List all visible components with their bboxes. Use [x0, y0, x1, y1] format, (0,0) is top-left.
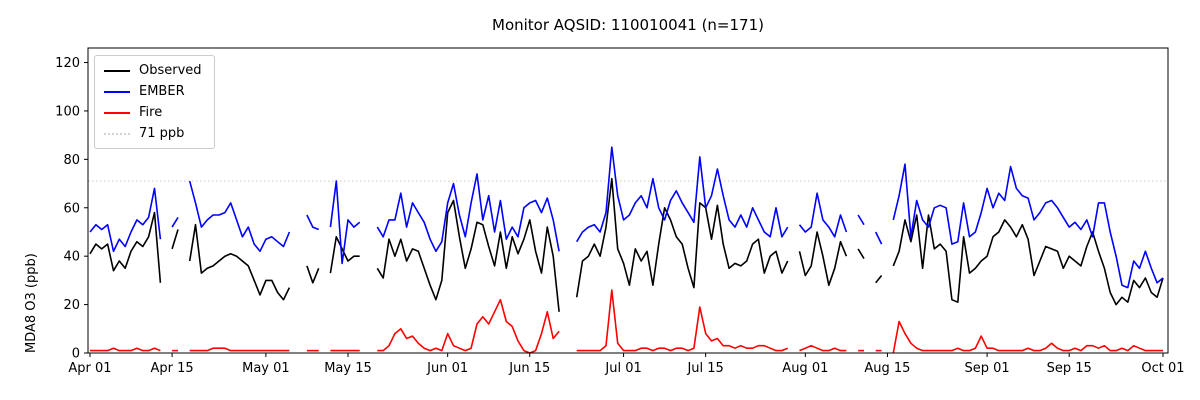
x-tick-label: Aug 01	[782, 361, 828, 376]
legend-label: Observed	[139, 63, 202, 78]
observed-line	[892, 214, 1164, 306]
y-tick-label: 80	[63, 153, 80, 168]
ember-line	[171, 216, 179, 228]
observed-line	[875, 274, 883, 284]
x-tick-label: Apr 01	[68, 361, 111, 376]
ember-line	[857, 214, 865, 226]
observed-line	[857, 248, 865, 260]
ember-line	[892, 163, 1164, 289]
x-tick-label: Jun 15	[508, 361, 550, 376]
ember-line	[576, 146, 789, 243]
chart-title: Monitor AQSID: 110010041 (n=171)	[492, 16, 764, 34]
legend-row: EMBER	[104, 84, 202, 99]
observed-line	[171, 229, 179, 250]
legend-line-sample	[104, 90, 130, 93]
legend-row: 71 ppb	[104, 126, 202, 141]
legend-label: EMBER	[139, 84, 185, 99]
x-tick-label: Sep 15	[1047, 361, 1092, 376]
y-tick-label: 100	[55, 104, 80, 119]
legend-line-sample	[104, 111, 130, 114]
x-tick-label: Jul 15	[686, 361, 723, 376]
axes-spines	[87, 47, 1169, 354]
fire-line	[576, 289, 789, 352]
ember-line	[306, 214, 320, 231]
fire-line	[377, 298, 560, 354]
y-tick-label: 20	[63, 298, 80, 313]
x-tick-label: Sep 01	[965, 361, 1010, 376]
ember-line	[874, 231, 883, 245]
legend: Observed EMBER Fire 71 ppb	[94, 55, 215, 149]
observed-line	[798, 231, 848, 287]
y-tick-label: 120	[55, 56, 80, 71]
x-tick-label: Apr 15	[151, 361, 194, 376]
y-tick-label: 0	[72, 347, 80, 362]
x-tick-label: Jun 01	[426, 361, 468, 376]
x-tick-label: May 15	[324, 361, 372, 376]
observed-line	[188, 223, 291, 301]
observed-line	[89, 211, 162, 283]
y-tick-label: 40	[63, 250, 80, 265]
observed-line	[575, 177, 789, 298]
observed-line	[376, 199, 560, 312]
ember-line	[376, 173, 560, 253]
legend-label: 71 ppb	[139, 126, 185, 141]
x-tick-label: Jul 01	[604, 361, 641, 376]
y-tick-label: 60	[63, 201, 80, 216]
legend-line-sample	[104, 132, 130, 135]
legend-label: Fire	[139, 105, 163, 120]
ember-line	[188, 180, 291, 253]
observed-line	[329, 236, 360, 274]
legend-row: Observed	[104, 63, 202, 78]
legend-line-sample	[104, 69, 130, 72]
ember-line	[798, 192, 848, 238]
x-tick-label: May 01	[242, 361, 290, 376]
ember-line	[89, 187, 162, 253]
legend-row: Fire	[104, 105, 202, 120]
y-axis-label: MDA8 O3 (ppb)	[24, 253, 39, 353]
fire-line	[892, 320, 1163, 354]
ember-line	[329, 180, 361, 265]
fire-line	[189, 347, 290, 352]
observed-line	[306, 265, 320, 284]
fire-line	[90, 347, 161, 352]
fire-line	[799, 344, 847, 352]
x-tick-label: Oct 01	[1141, 361, 1184, 376]
x-tick-label: Aug 15	[864, 361, 910, 376]
